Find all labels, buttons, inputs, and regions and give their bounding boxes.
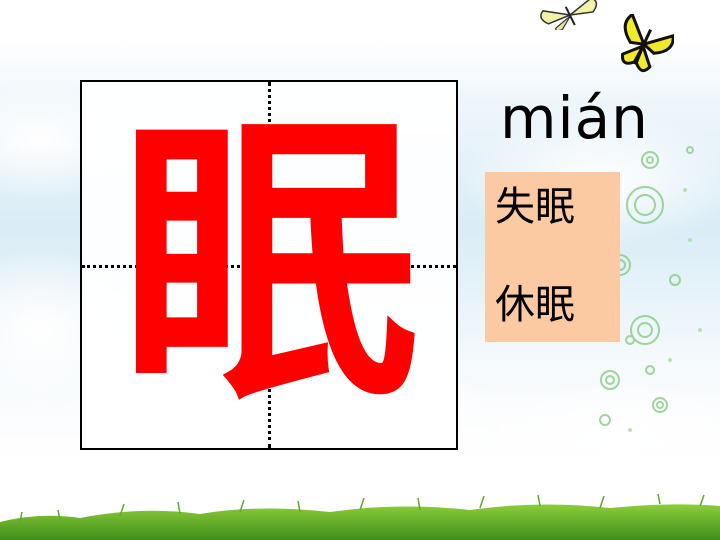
character-grid: 眠 [80,80,458,450]
word-list-box: 失眠 休眠 [485,172,620,342]
character-glyph: 眠 [119,90,419,439]
butterfly-icon [540,0,598,30]
word-item: 休眠 [495,282,575,328]
grass-decoration [0,493,720,540]
grid-vertical-guide [268,82,271,448]
bubbles-decoration [598,146,702,432]
butterfly-icon [621,14,674,73]
word-item: 失眠 [495,184,575,230]
pinyin-label: mián [500,84,649,152]
